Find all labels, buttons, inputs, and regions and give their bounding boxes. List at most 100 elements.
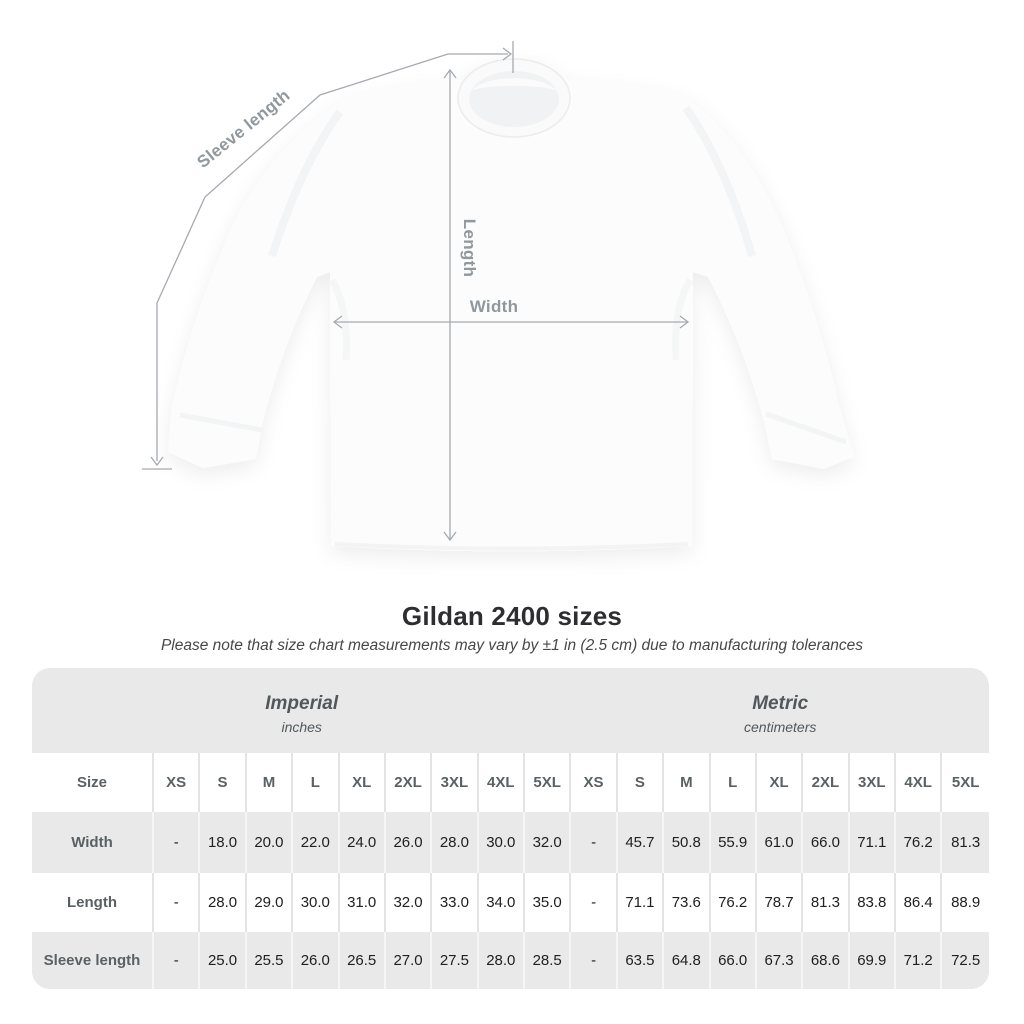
table-row-sleeve-length: Sleeve length -25.0 25.5 26.0 26.5 27.0 27.5 28…: [32, 932, 989, 989]
measurement-cell: 88.9: [951, 894, 981, 911]
imperial-unit-label: inches: [281, 718, 322, 735]
measurement-cell: 71.1: [618, 873, 665, 932]
measurement-cell: 30.0: [293, 873, 340, 932]
row-label-sleeve-length: Sleeve length: [32, 932, 154, 989]
size-col-header-imperial-4xl: 4XL: [479, 753, 525, 812]
length-label: Length: [460, 219, 479, 277]
measurement-cell: 32.0: [386, 873, 433, 932]
size-chart-table: Imperial inches Metric centimeters Size …: [32, 668, 989, 989]
measurement-cell: 26.5: [340, 932, 386, 989]
measurement-cell: 28.0: [200, 873, 247, 932]
measurement-cell: -: [154, 873, 201, 932]
measurement-cell: 32.0: [525, 812, 572, 873]
measurement-cell: 72.5: [951, 952, 981, 969]
width-label: Width: [470, 297, 519, 316]
measurement-cell: 69.9: [850, 932, 896, 989]
size-col-header-imperial-xl: XL: [340, 753, 386, 812]
row-label-width: Width: [32, 812, 154, 873]
measurement-cell: 25.5: [247, 932, 294, 989]
measurement-cell: 73.6: [664, 873, 711, 932]
measurement-cell: 31.0: [340, 873, 386, 932]
measurement-cell: 64.8: [664, 932, 711, 989]
measurement-cell: 30.0: [479, 812, 525, 873]
size-header-row: Size XS S M L XL 2XL 3XL 4XL 5XL XS S M L XL 2XL 3XL 4XL…: [32, 753, 989, 812]
measurement-cell: 33.0: [432, 873, 479, 932]
size-column-header: Size: [32, 753, 154, 812]
measurement-cell: 25.0: [200, 932, 247, 989]
imperial-label: Imperial: [265, 692, 339, 714]
shirt-collar: [457, 58, 571, 138]
measurement-cell: 28.0: [479, 932, 525, 989]
measurement-cell: 66.0: [803, 812, 850, 873]
imperial-group-header: Imperial inches: [32, 668, 571, 753]
measurement-cell: 28.5: [525, 932, 572, 989]
measurement-cell: 45.7: [618, 812, 665, 873]
measurement-cell: 66.0: [711, 932, 757, 989]
measurement-cell: 50.8: [664, 812, 711, 873]
measurement-cell: 20.0: [247, 812, 294, 873]
size-col-header-metric-xs: XS: [571, 753, 618, 812]
measurement-cell: -: [571, 873, 618, 932]
measurement-cell: 18.0: [200, 812, 247, 873]
unit-group-header-row: Imperial inches Metric centimeters: [32, 668, 989, 753]
size-chart-table-container: Imperial inches Metric centimeters Size …: [32, 668, 989, 989]
size-col-header-metric-m: M: [664, 753, 711, 812]
metric-label: Metric: [752, 692, 809, 714]
size-col-header-imperial-m: M: [247, 753, 294, 812]
measurement-cell: 55.9: [711, 812, 757, 873]
page-title: Gildan 2400 sizes: [401, 601, 623, 631]
measurement-cell: 78.7: [757, 873, 804, 932]
size-col-header-imperial-3xl: 3XL: [432, 753, 479, 812]
measurement-cell: 68.6: [803, 932, 850, 989]
size-col-header-metric-s: S: [618, 753, 665, 812]
tolerance-note: Please note that size chart measurements…: [160, 637, 864, 654]
metric-group-header: Metric centimeters: [571, 668, 989, 753]
measurement-cell: 61.0: [757, 812, 804, 873]
size-col-header-imperial-xs: XS: [154, 753, 201, 812]
measurement-cell: 81.3: [951, 834, 981, 851]
size-col-header-imperial-5xl: 5XL: [525, 753, 572, 812]
width-line: [332, 315, 690, 329]
measurement-cell: 26.0: [386, 812, 433, 873]
row-label-length: Length: [32, 873, 154, 932]
sleeve-length-line: [142, 41, 514, 470]
measurement-cell: 26.0: [293, 932, 340, 989]
size-col-header-metric-3xl: 3XL: [850, 753, 896, 812]
table-row-length: Length -28.0 29.0 30.0 31.0 32.0 33.0 34.0 35.0-…: [32, 873, 989, 932]
measurement-cell: 76.2: [711, 873, 757, 932]
measurement-cell: 76.2: [896, 812, 943, 873]
size-col-header-imperial-2xl: 2XL: [386, 753, 433, 812]
measurement-cell: 71.1: [850, 812, 896, 873]
measurement-cell: 63.5: [618, 932, 665, 989]
measurement-cell: -: [571, 812, 618, 873]
measurement-cell: -: [154, 812, 201, 873]
measurement-cell: 71.2: [896, 932, 943, 989]
shirt-diagram-svg: Sleeve length Length Width: [142, 41, 855, 552]
measurement-cell: 27.5: [432, 932, 479, 989]
measurement-cell: 28.0: [432, 812, 479, 873]
size-col-header-metric-l: L: [711, 753, 757, 812]
measurement-cell: 24.0: [340, 812, 386, 873]
table-row-width: Width -18.0 20.0 22.0 24.0 26.0 28.0 30.0 32.0-4…: [32, 812, 989, 873]
measurement-cell: 81.3: [803, 873, 850, 932]
measurement-cell: 86.4: [896, 873, 943, 932]
measurement-cell: 27.0: [386, 932, 433, 989]
measurement-cell: 34.0: [479, 873, 525, 932]
measurement-cell: 22.0: [293, 812, 340, 873]
size-col-header-metric-2xl: 2XL: [803, 753, 850, 812]
measurement-cell: -: [154, 932, 201, 989]
size-col-header-metric-4xl: 4XL: [896, 753, 943, 812]
size-col-header-metric-xl: XL: [757, 753, 804, 812]
shirt-measurement-diagram: Sleeve length Length Width: [142, 41, 855, 552]
measurement-cell: 83.8: [850, 873, 896, 932]
metric-unit-label: centimeters: [744, 718, 817, 735]
long-sleeve-shirt-illustration: [168, 58, 855, 552]
measurement-cell: 35.0: [525, 873, 572, 932]
size-col-header-metric-5xl: 5XL: [951, 774, 980, 791]
measurement-cell: -: [571, 932, 618, 989]
size-col-header-imperial-s: S: [200, 753, 247, 812]
measurement-cell: 67.3: [757, 932, 804, 989]
length-line: [443, 68, 457, 542]
measurement-lines: [142, 41, 690, 542]
